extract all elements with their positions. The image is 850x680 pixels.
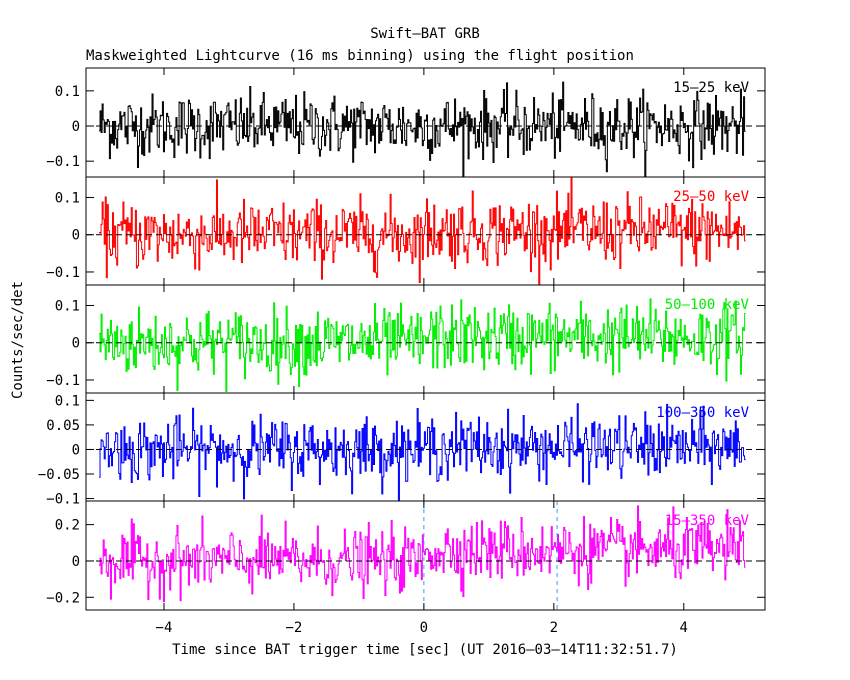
- panel-1: 0.1 0 −0.1 15–25 keV: [46, 67, 766, 178]
- x-tick-label: 4: [680, 620, 688, 636]
- x-tick-label: −4: [156, 620, 173, 636]
- y-tick-label: −0.05: [38, 467, 80, 483]
- x-tick-label: −2: [285, 620, 302, 636]
- series-trace-5: [99, 505, 746, 603]
- y-tick-label: −0.1: [46, 492, 80, 508]
- series-label-4: 100–350 keV: [656, 405, 749, 421]
- x-tick-label: 2: [550, 620, 558, 636]
- y-tick-label: 0: [72, 119, 80, 135]
- series-label-3: 50–100 keV: [665, 297, 750, 313]
- panel-3: 0.1 0 −0.1 50–100 keV: [46, 284, 766, 394]
- y-tick-label: −0.1: [46, 154, 80, 170]
- y-tick-label: −0.1: [46, 265, 80, 281]
- series-trace-4: [99, 403, 746, 502]
- y-tick-label: 0: [72, 442, 80, 458]
- panel-5: 0.2 0 −0.2 15–350 keV: [46, 500, 766, 611]
- y-tick-label: 0.1: [55, 190, 80, 206]
- series-trace-1: [99, 81, 746, 178]
- panels-group: 0.1 0 −0.1 15–25 keV 0.1 0 −0.1 25–50 keV 0.1 0 −0…: [38, 67, 766, 636]
- series-trace-2: [99, 177, 746, 286]
- series-trace-3: [99, 298, 746, 393]
- panel-frame-1: [85, 67, 766, 178]
- panel-2: 0.1 0 −0.1 25–50 keV: [46, 176, 766, 286]
- y-tick-label: 0.2: [55, 518, 80, 534]
- y-tick-label: 0: [72, 228, 80, 244]
- panel-frame-2: [85, 176, 766, 286]
- y-tick-label: −0.1: [46, 373, 80, 389]
- x-tick-label: 0: [420, 620, 428, 636]
- y-axis-label: Counts/sec/det: [10, 281, 26, 399]
- y-tick-label: 0: [72, 336, 80, 352]
- panel-frame-5: [85, 500, 766, 611]
- series-label-1: 15–25 keV: [673, 80, 749, 96]
- series-label-5: 15–350 keV: [665, 513, 750, 529]
- series-label-2: 25–50 keV: [673, 189, 749, 205]
- chart-title: Swift–BAT GRB: [370, 26, 480, 42]
- y-tick-label: 0: [72, 554, 80, 570]
- chart-subtitle: Maskweighted Lightcurve (16 ms binning) …: [86, 48, 634, 64]
- y-tick-label: −0.2: [46, 590, 80, 606]
- y-tick-label: 0.1: [55, 393, 80, 409]
- panel-4: 0.1 0.05 0 −0.05 −0.1 100–350 keV: [38, 392, 766, 508]
- y-tick-label: 0.1: [55, 298, 80, 314]
- y-tick-label: 0.1: [55, 84, 80, 100]
- y-tick-label: 0.05: [46, 418, 80, 434]
- x-axis-label: Time since BAT trigger time [sec] (UT 20…: [172, 642, 678, 658]
